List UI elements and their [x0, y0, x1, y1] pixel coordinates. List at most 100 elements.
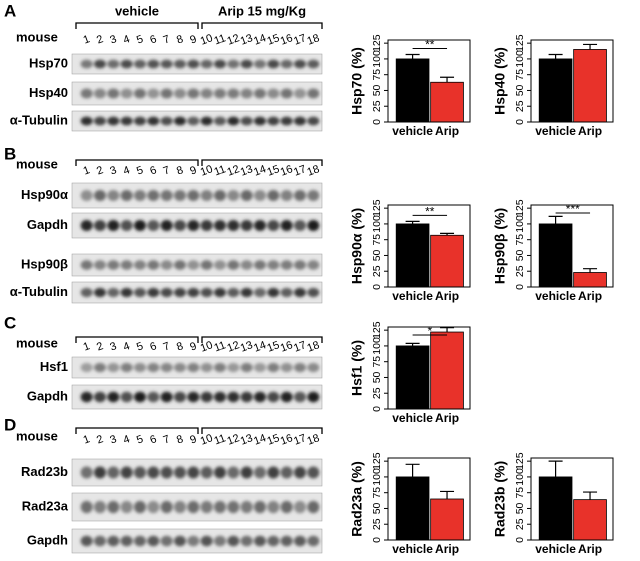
blot-band [134, 466, 146, 479]
lane-number: 12 [225, 339, 241, 354]
bar [395, 476, 430, 541]
x-tick-label: Arip [578, 542, 602, 556]
lane-number: 2 [95, 433, 105, 446]
bar [430, 498, 464, 541]
blot-band [80, 260, 93, 270]
y-tick-label: 75 [371, 356, 383, 368]
blot-band [94, 190, 106, 201]
lane-number: 5 [135, 33, 145, 46]
lane-number: 5 [135, 433, 145, 446]
x-tick-label: Arip [435, 124, 459, 138]
lane-number: 3 [108, 340, 118, 353]
blot-band [254, 220, 266, 231]
lane-number: 8 [175, 340, 185, 353]
y-tick-label: 75 [371, 234, 383, 246]
blot-band [80, 220, 93, 231]
y-tick-label: 100 [514, 215, 526, 233]
panel-letter: A [4, 1, 16, 20]
y-tick-label: 0 [371, 119, 383, 125]
blot-band [187, 190, 200, 201]
blot-band [254, 59, 266, 69]
y-axis-label: Hsp90α (%) [349, 208, 365, 284]
blot-band [214, 362, 226, 373]
blot-band [200, 88, 213, 99]
blot-band [107, 466, 120, 479]
lane-number: 7 [162, 33, 172, 46]
mouse-label: mouse [16, 156, 58, 171]
blot-band [227, 466, 240, 479]
y-axis-label: Rad23b (%) [492, 461, 508, 537]
lane-number: 7 [162, 340, 172, 353]
lane-number: 10 [199, 32, 215, 47]
blot-band [307, 362, 320, 373]
blot-band [160, 287, 173, 298]
blot-band [147, 500, 160, 514]
x-tick-label: vehicle [535, 542, 576, 556]
blot-band [107, 190, 120, 201]
blot-band [80, 500, 93, 514]
error-bar [405, 53, 420, 59]
bar [573, 49, 607, 123]
blot-label: Gapdh [27, 532, 68, 547]
blot-band [134, 362, 146, 373]
blot-band [280, 116, 293, 126]
y-tick-label: 50 [514, 249, 526, 261]
lane-number: 12 [225, 432, 241, 447]
blot-label: α-Tubulin [10, 112, 68, 127]
significance-label: * [427, 324, 432, 338]
y-tick-label: 100 [371, 215, 383, 233]
blot-band [294, 287, 306, 298]
bar [538, 58, 573, 123]
blot-band [134, 260, 146, 270]
lane-number: 12 [225, 32, 241, 47]
lane-number: 16 [279, 163, 295, 178]
lane-number: 6 [148, 433, 158, 446]
y-axis-label: Hsp90β (%) [492, 208, 508, 284]
blot-band [214, 391, 226, 403]
blot-band [240, 59, 253, 69]
blot-band [200, 59, 213, 69]
lane-number: 8 [175, 164, 185, 177]
blot-band [187, 116, 200, 126]
blot-band [240, 88, 253, 99]
y-tick-label: 25 [371, 100, 383, 112]
blot-band [294, 535, 306, 547]
blot-band [134, 88, 146, 99]
blot-band [267, 88, 280, 99]
blot-band [120, 466, 133, 479]
lane-number: 16 [279, 339, 295, 354]
lane-number: 16 [279, 432, 295, 447]
lane-number: 4 [122, 340, 132, 353]
lane-number: 3 [108, 433, 118, 446]
lane-number: 9 [188, 33, 198, 46]
blot-band [307, 59, 320, 69]
blot-band [227, 59, 240, 69]
blot-band [254, 116, 266, 126]
x-tick-label: vehicle [392, 124, 433, 138]
y-tick-label: 25 [514, 100, 526, 112]
blot-band [267, 220, 280, 231]
blot-band [294, 190, 306, 201]
bar [430, 81, 464, 123]
group-bracket [75, 22, 199, 29]
bar [538, 476, 573, 541]
blot-band [200, 116, 213, 126]
blot-band [280, 260, 293, 270]
blot-band [187, 287, 200, 298]
blot-band [187, 59, 200, 69]
plot-frame [387, 457, 471, 541]
blot-band [120, 391, 133, 403]
y-tick-label: 75 [514, 234, 526, 246]
blot-band [227, 287, 240, 298]
blot-band [280, 535, 293, 547]
error-bar [548, 53, 563, 59]
lane-number: 4 [122, 433, 132, 446]
y-tick-label: 25 [514, 265, 526, 277]
blot-bands [80, 59, 320, 69]
y-tick-label: 125 [371, 452, 383, 470]
blot-band [120, 362, 133, 373]
blot-band [94, 220, 106, 231]
y-tick-label: 100 [371, 337, 383, 355]
blot-band [160, 362, 173, 373]
blot-band [254, 190, 266, 201]
